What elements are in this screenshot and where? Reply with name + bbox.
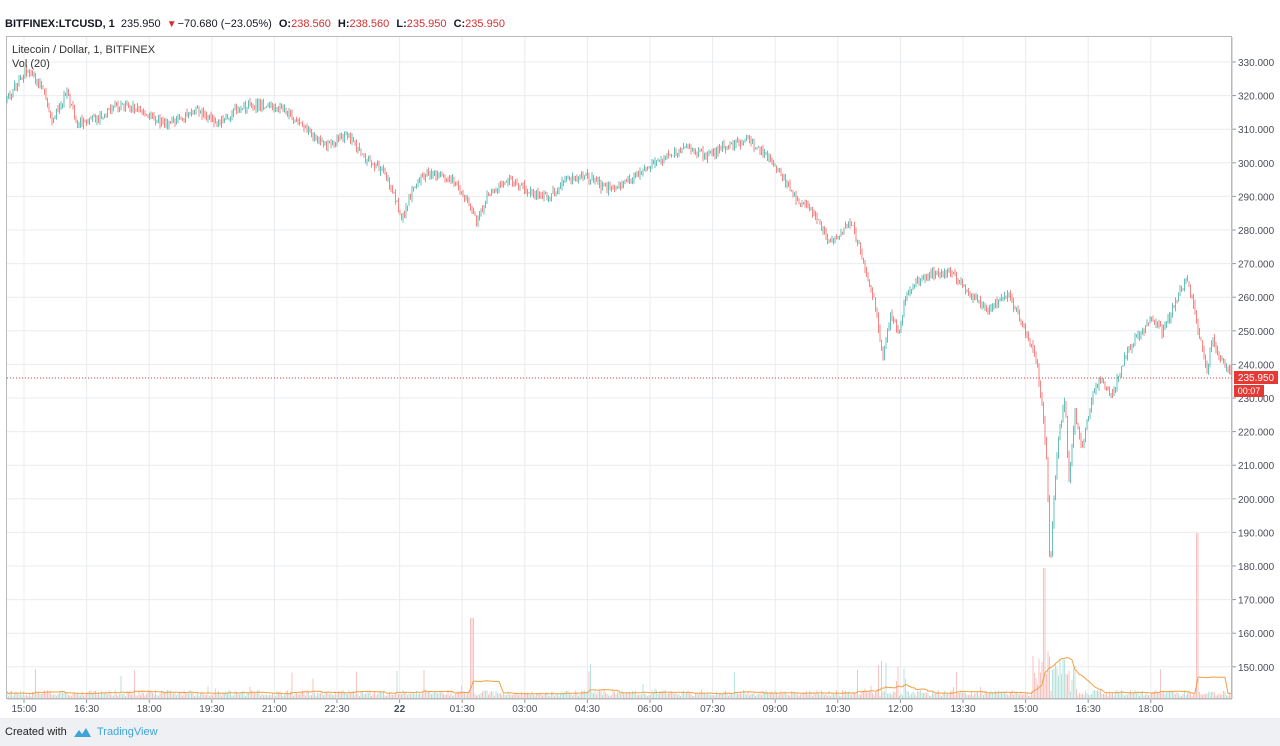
price-tick-label: 290.000 [1238, 192, 1275, 203]
symbol-label[interactable]: BITFINEX:LTCUSD, 1 [5, 18, 115, 30]
time-tick-label: 03:00 [512, 704, 537, 715]
countdown-label: 00:07 [1238, 386, 1261, 396]
time-tick-label: 19:30 [199, 704, 224, 715]
price-tick-label: 250.000 [1238, 327, 1275, 338]
low-label: L: [396, 18, 407, 30]
volume-bars [6, 533, 1232, 698]
price-tick-label: 180.000 [1238, 562, 1275, 573]
time-tick-label: 10:30 [825, 704, 850, 715]
created-with-text: Created with [5, 726, 67, 738]
time-tick-label: 16:30 [74, 704, 99, 715]
time-tick-label: 18:00 [137, 704, 162, 715]
price-tick-label: 150.000 [1238, 663, 1275, 674]
time-tick-label: 22:30 [324, 704, 349, 715]
price-tick-label: 330.000 [1238, 58, 1275, 69]
high-label: H: [337, 18, 350, 30]
time-tick-label: 18:00 [1138, 704, 1163, 715]
time-tick-label: 22 [394, 704, 406, 715]
series-title[interactable]: Litecoin / Dollar, 1, BITFINEX [12, 44, 156, 56]
open-value: 238.560 [291, 18, 331, 30]
time-tick-label: 16:30 [1076, 704, 1101, 715]
tradingview-brand[interactable]: TradingView [97, 726, 158, 738]
last-price-tag-label: 235.950 [1238, 373, 1275, 384]
price-candles [6, 65, 1232, 558]
last-price-tag [1234, 371, 1278, 385]
time-tick-label: 15:00 [11, 704, 36, 715]
close-label: C: [453, 18, 466, 30]
price-axis: 330.000 320.000 310.000 300.000 290.000 280.0… [1231, 37, 1275, 699]
time-tick-label: 12:00 [888, 704, 913, 715]
price-tick-label: 260.000 [1238, 293, 1275, 304]
footer-bar: Created with TradingView [0, 718, 1280, 746]
time-tick-label: 15:00 [1013, 704, 1038, 715]
time-tick-label: 01:30 [450, 704, 475, 715]
chart-grid [7, 37, 1232, 699]
time-tick-label: 07:30 [700, 704, 725, 715]
open-label: O: [278, 18, 292, 30]
price-change: −70.680 (−23.05%) [177, 18, 272, 30]
price-tick-label: 200.000 [1238, 495, 1275, 506]
down-arrow-icon: ▼ [166, 19, 177, 30]
symbol-header: BITFINEX:LTCUSD, 1 235.950 ▼−70.680 (−23… [0, 0, 1280, 36]
price-tick-label: 280.000 [1238, 226, 1275, 237]
price-tick-label: 310.000 [1238, 125, 1275, 136]
last-price: 235.950 [120, 18, 161, 30]
volume-ma-line [6, 656, 1231, 695]
low-value: 235.950 [406, 18, 447, 30]
last-price-overlay: 235.950 00:07 [7, 371, 1278, 398]
price-tick-label: 190.000 [1238, 528, 1275, 539]
time-tick-label: 04:30 [575, 704, 600, 715]
price-tick-label: 240.000 [1238, 360, 1275, 371]
volume-indicator-label[interactable]: Vol (20) [12, 58, 50, 70]
price-tick-label: 170.000 [1238, 596, 1275, 607]
time-tick-label: 21:00 [262, 704, 287, 715]
high-value: 238.560 [349, 18, 390, 30]
price-tick-label: 210.000 [1238, 461, 1275, 472]
price-tick-label: 300.000 [1238, 159, 1275, 170]
close-value: 235.950 [465, 18, 505, 30]
time-tick-label: 09:00 [763, 704, 788, 715]
time-tick-label: 13:30 [950, 704, 975, 715]
time-axis: 15:00 16:30 18:00 19:30 21:00 22:30 22 01:30 03:… [7, 698, 1232, 715]
price-tick-label: 230.000 [1238, 394, 1275, 405]
price-tick-label: 270.000 [1238, 260, 1275, 271]
tradingview-cloud-icon[interactable] [72, 726, 92, 738]
price-tick-label: 320.000 [1238, 92, 1275, 103]
countdown-tag [1234, 385, 1264, 398]
price-tick-label: 220.000 [1238, 428, 1275, 439]
chart-legend: Litecoin / Dollar, 1, BITFINEX Vol (20) [12, 43, 155, 71]
price-tick-label: 160.000 [1238, 629, 1275, 640]
ohlc-readout: BITFINEX:LTCUSD, 1 235.950 ▼−70.680 (−23… [5, 17, 505, 32]
price-chart[interactable]: 330.000 320.000 310.000 300.000 290.000 280.0… [0, 0, 1280, 718]
time-tick-label: 06:00 [637, 704, 662, 715]
